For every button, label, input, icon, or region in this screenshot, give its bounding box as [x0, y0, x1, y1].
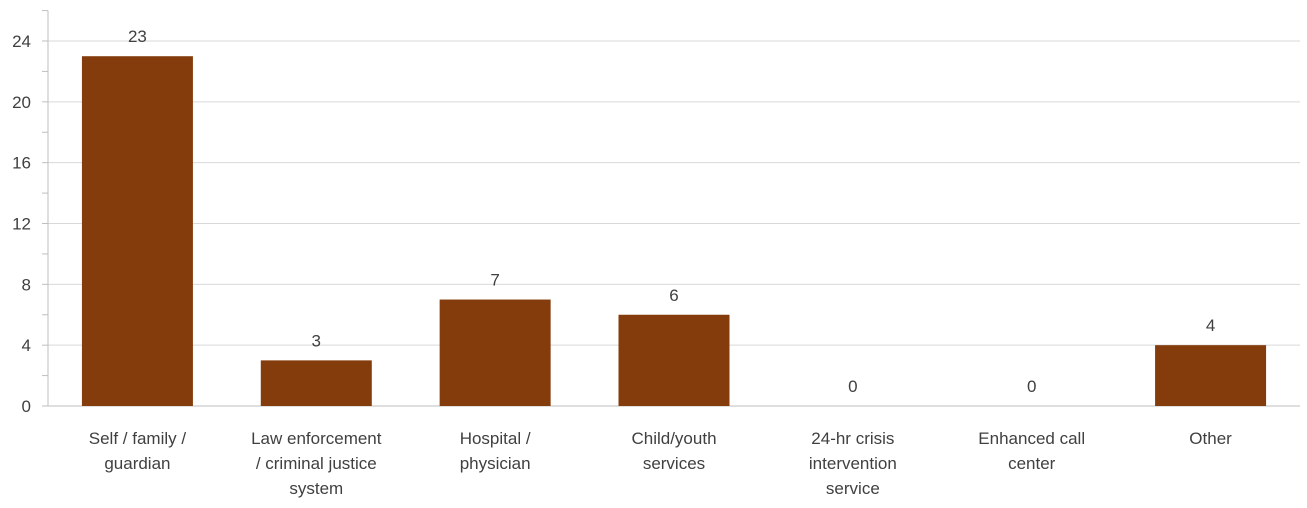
data-label: 3: [312, 331, 321, 350]
bar: [1155, 345, 1267, 406]
data-label: 6: [669, 286, 678, 305]
category-label: Enhanced call: [978, 429, 1085, 448]
y-tick-label: 20: [12, 93, 31, 112]
y-tick-label: 24: [12, 32, 31, 51]
data-label: 0: [848, 377, 857, 396]
y-tick-label: 12: [12, 215, 31, 234]
category-label: intervention: [809, 454, 897, 473]
category-label: service: [826, 479, 880, 498]
bar: [81, 56, 193, 406]
gridlines: [48, 40, 1300, 346]
category-label: Self / family /: [89, 429, 187, 448]
category-label: center: [1008, 454, 1056, 473]
category-label: Other: [1189, 429, 1232, 448]
data-labels: 23 3 7 6 0 0 4: [128, 27, 1215, 396]
category-label: services: [643, 454, 705, 473]
bars: [81, 56, 1267, 406]
data-label: 0: [1027, 377, 1036, 396]
category-label: guardian: [104, 454, 170, 473]
y-tick-label: 8: [22, 275, 31, 294]
y-tick-label: 0: [22, 397, 31, 416]
category-label: Law enforcement: [251, 429, 382, 448]
data-label: 4: [1206, 316, 1215, 335]
category-label: / criminal justice: [256, 454, 377, 473]
data-label: 7: [490, 271, 499, 290]
data-label: 23: [128, 27, 147, 46]
category-label: physician: [460, 454, 531, 473]
category-label: Hospital /: [460, 429, 531, 448]
y-tick-labels: 0 4 8 12 16 20 24: [12, 32, 31, 416]
category-label: system: [289, 479, 343, 498]
bar: [260, 360, 372, 406]
y-tick-label: 16: [12, 154, 31, 173]
category-label: Child/youth: [631, 429, 716, 448]
category-label: 24-hr crisis: [811, 429, 894, 448]
x-category-labels: Self / family / guardian Law enforcement / …: [89, 429, 1232, 498]
bar: [439, 299, 551, 406]
bar: [618, 314, 730, 406]
y-tick-label: 4: [22, 336, 31, 355]
